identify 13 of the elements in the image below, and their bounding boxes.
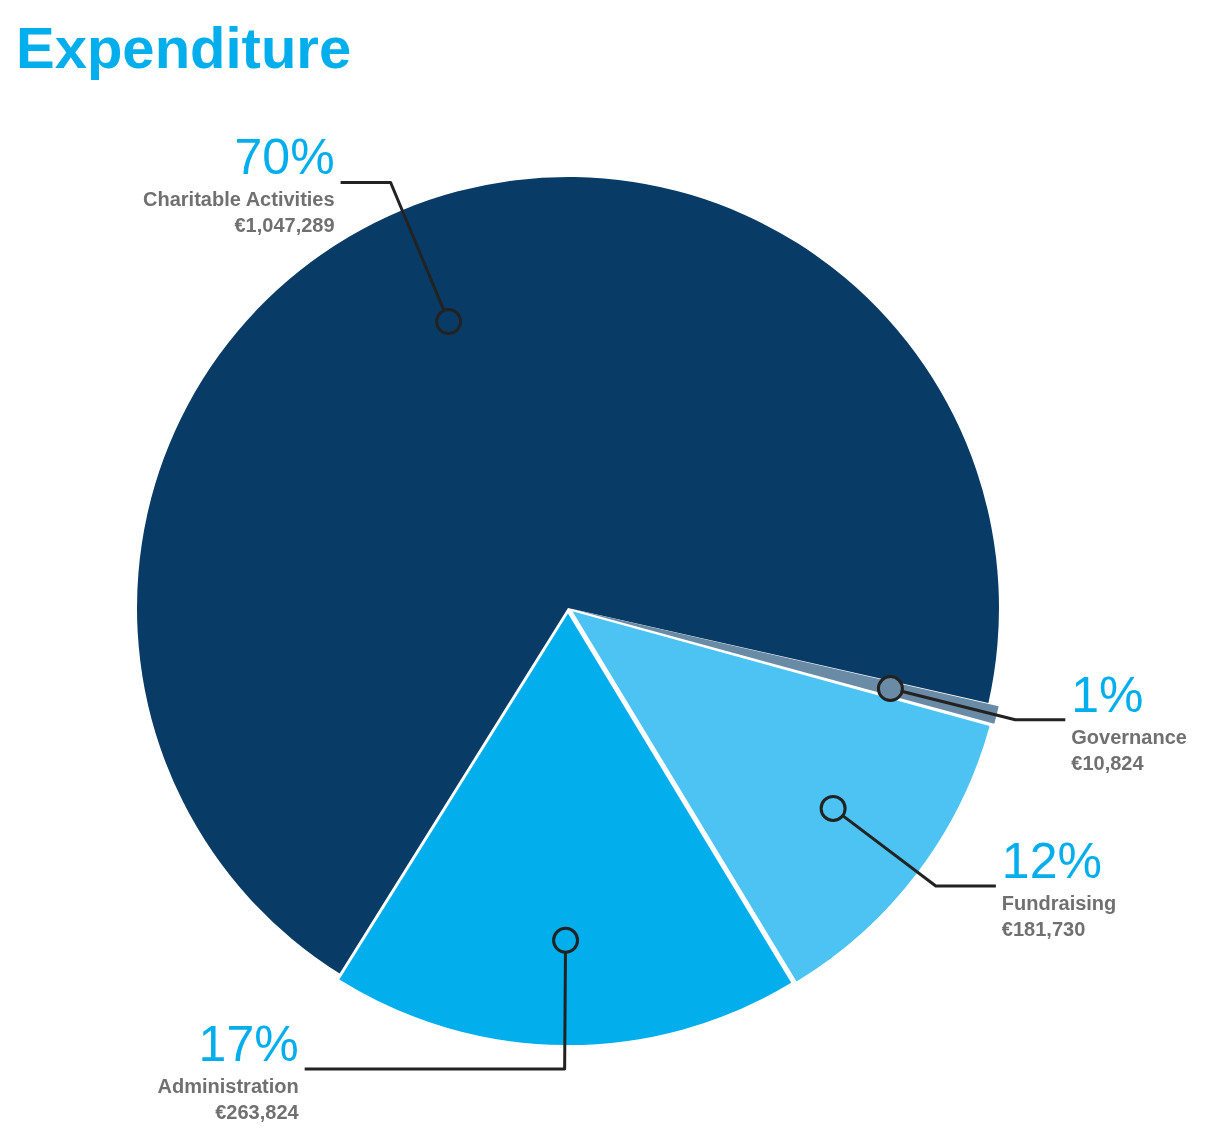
slice-label: Administration — [157, 1074, 299, 1097]
text: 70% — [234, 129, 335, 186]
slice-label: Fundraising — [1001, 891, 1117, 914]
text: 17% — [198, 1015, 299, 1072]
data-label: €1,047,289 — [234, 214, 335, 237]
text: 1% — [1071, 666, 1144, 723]
data-label: €181,730 — [1001, 917, 1086, 940]
text: 12% — [1001, 832, 1102, 889]
chart-title: Expenditure — [16, 15, 352, 80]
data-label: €263,824 — [215, 1100, 300, 1123]
slice-label: Governance — [1071, 725, 1187, 748]
slice-label: Charitable Activities — [143, 188, 335, 211]
data-label: €10,824 — [1071, 751, 1145, 774]
